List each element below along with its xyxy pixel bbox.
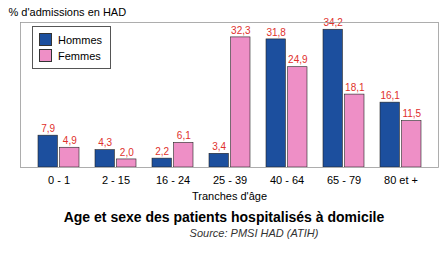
html-text:Age et sexe des patients hospi: Age et sexe des patients hospitalisés à … xyxy=(63,209,385,225)
html-text:Hommes: Hommes xyxy=(58,33,102,46)
svg-text:31,8: 31,8 xyxy=(266,27,286,38)
svg-text:65 - 79: 65 - 79 xyxy=(327,174,361,186)
svg-text:0 - 1: 0 - 1 xyxy=(48,174,70,186)
html-text:Source: PMSI HAD (ATIH): Source: PMSI HAD (ATIH) xyxy=(189,227,319,239)
svg-text:% d'admissions en HAD: % d'admissions en HAD xyxy=(9,6,127,18)
svg-text:80 et +: 80 et + xyxy=(384,174,418,186)
svg-text:2 - 15: 2 - 15 xyxy=(102,174,130,186)
html-text:Femmes: Femmes xyxy=(58,49,101,62)
svg-text:32,3: 32,3 xyxy=(231,25,251,36)
svg-text:2,2: 2,2 xyxy=(155,146,169,157)
svg-text:34,2: 34,2 xyxy=(323,17,343,28)
svg-text:2,0: 2,0 xyxy=(120,147,134,158)
svg-text:4,3: 4,3 xyxy=(98,137,112,148)
svg-text:16 - 24: 16 - 24 xyxy=(156,174,190,186)
svg-text:7,9: 7,9 xyxy=(41,123,55,134)
svg-text:11,5: 11,5 xyxy=(402,108,421,119)
svg-text:25 - 39: 25 - 39 xyxy=(213,174,247,186)
svg-text:18,1: 18,1 xyxy=(345,82,365,93)
svg-text:3,4: 3,4 xyxy=(212,141,226,152)
svg-text:40 - 64: 40 - 64 xyxy=(270,174,304,186)
svg-text:Tranches d'âge: Tranches d'âge xyxy=(192,190,267,202)
svg-text:4,9: 4,9 xyxy=(63,135,77,146)
svg-text:16,1: 16,1 xyxy=(380,90,400,101)
svg-text:24,9: 24,9 xyxy=(288,54,308,65)
svg-text:6,1: 6,1 xyxy=(177,130,191,141)
